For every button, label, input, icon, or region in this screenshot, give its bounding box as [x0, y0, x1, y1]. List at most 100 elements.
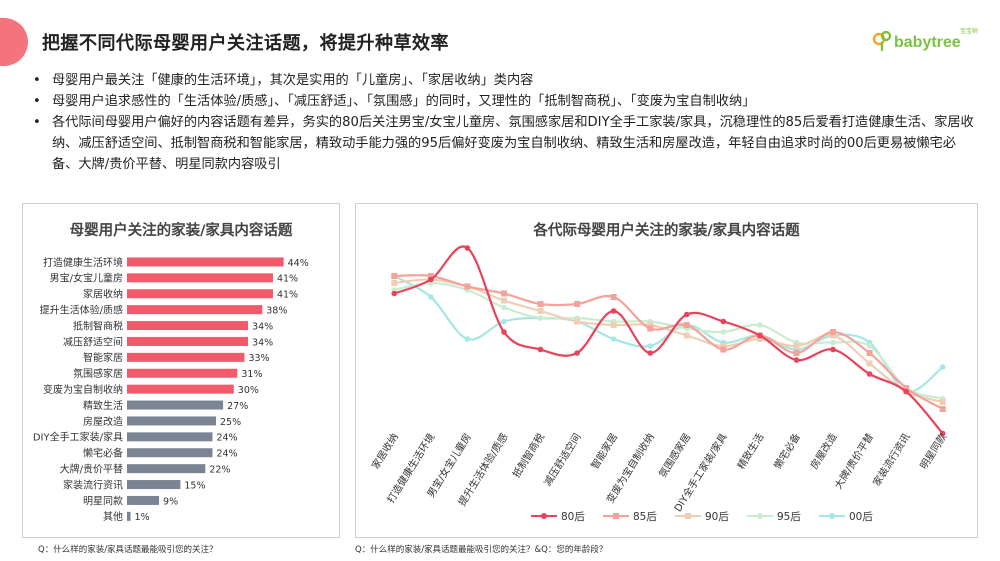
bar: [127, 432, 213, 442]
x-tick-label: 大牌/贵价平替: [832, 431, 877, 492]
legend-label: 95后: [777, 511, 801, 523]
x-tick-label: 家居收纳: [369, 431, 401, 472]
bar-chart: 打造健康生活环境 44% 男宝/女宝儿童房 41% 家居收纳 41% 提升生活体验/质感 38…: [33, 256, 309, 523]
bar-category-label: 智能家居: [83, 351, 123, 364]
babytree-logo: babytree 宝宝树: [870, 24, 985, 58]
footnote-right: Q：什么样的家装/家具话题最能吸引您的关注？&Q：您的年龄段？: [355, 545, 608, 555]
series-line: [393, 245, 944, 435]
bar-value-label: 27%: [227, 401, 248, 412]
series-point: [610, 294, 617, 300]
series-point: [939, 399, 946, 405]
series-point: [793, 350, 800, 356]
series-point: [793, 343, 800, 349]
bar-category-label: 大牌/贵价平替: [60, 462, 123, 475]
series-point: [537, 308, 544, 314]
series-point: [683, 332, 690, 339]
series-point: [683, 311, 690, 318]
series-point: [866, 371, 873, 377]
bar-value-label: 33%: [248, 353, 269, 364]
series-point: [830, 332, 837, 339]
line-chart-panel: 各代际母婴用户关注的家装/家具内容话题 家居收纳 打造健康生活环境 男宝/女宝儿童房…: [355, 203, 978, 538]
bar-category-label: DIY全手工家装/家具: [33, 431, 123, 444]
series-point: [939, 430, 946, 437]
bullet-text: 母婴用户最关注「健康的生活环境」，其次是实用的「儿童房」、「家居收纳」类内容: [52, 73, 534, 88]
bar-category-label: 房屋改造: [83, 415, 123, 428]
series-point: [500, 297, 507, 304]
bar-chart-title: 母婴用户关注的家装/家具内容话题: [69, 223, 293, 239]
bullet-item: • 母婴用户追求感性的「生活体验/质感」、「减压舒适」、「氛围感」的同时，又理性的…: [33, 94, 756, 109]
legend-swatch-marker: [757, 513, 763, 519]
legend-swatch-marker: [541, 513, 547, 519]
bar: [127, 321, 249, 331]
series-point: [683, 322, 690, 328]
summary-bullets: • 母婴用户最关注「健康的生活环境」，其次是实用的「儿童房」、「家居收纳」类内容 …: [30, 70, 975, 175]
series-point: [537, 315, 544, 321]
bar-value-label: 1%: [135, 512, 150, 523]
bar-category-label: 精致生活: [83, 399, 123, 412]
series-point: [720, 346, 727, 353]
series-point: [391, 280, 398, 286]
bar-value-label: 24%: [216, 449, 237, 460]
x-tick-label: 明星同款: [917, 431, 949, 472]
series-point: [464, 245, 471, 251]
bar: [127, 384, 234, 394]
legend-label: 90后: [705, 511, 729, 523]
series-point: [537, 346, 544, 353]
bar-value-label: 34%: [252, 337, 273, 348]
bar-category-label: 抵制智商税: [73, 319, 123, 332]
legend-label: 85后: [633, 511, 657, 523]
series-point: [391, 290, 398, 297]
series-point: [903, 388, 909, 395]
logo-badge: 宝宝树: [960, 27, 978, 35]
series-point: [647, 325, 654, 332]
series-line: [394, 281, 944, 400]
bar: [127, 448, 213, 458]
series-point: [500, 290, 507, 297]
series-point: [866, 343, 873, 349]
bar-category-label: 家装流行资讯: [63, 478, 123, 491]
series-point: [720, 318, 727, 325]
bullet-text: 母婴用户追求感性的「生活体验/质感」、「减压舒适」、「氛围感」的同时，又理性的「…: [52, 94, 756, 109]
series-point: [757, 322, 763, 328]
series-point: [574, 350, 580, 356]
bar-value-label: 41%: [277, 274, 298, 285]
series-point: [428, 294, 434, 300]
x-tick-label: 智能家居: [588, 431, 620, 472]
bar-value-label: 22%: [209, 464, 230, 475]
bar-value-label: 41%: [277, 290, 298, 301]
series-point: [391, 273, 398, 279]
bar-value-label: 34%: [252, 321, 273, 332]
series-point: [574, 301, 581, 307]
bar-value-label: 31%: [241, 369, 262, 380]
bar: [127, 289, 273, 299]
bar: [127, 336, 249, 346]
bullet-text: 各代际间母婴用户偏好的内容话题有差异，务实的80后关注男宝/女宝儿童房、氛围感家…: [52, 115, 974, 172]
series-point: [866, 350, 873, 356]
x-tick-label: 房屋改造: [807, 431, 839, 472]
series-point: [610, 322, 617, 328]
x-tick-label: 精致生活: [734, 431, 766, 472]
series-point: [903, 385, 910, 391]
series-point: [501, 304, 507, 311]
series-point: [720, 329, 727, 335]
series-point: [939, 406, 946, 412]
bar: [127, 257, 284, 267]
series-point: [647, 350, 654, 356]
series-point: [830, 346, 836, 353]
series-point: [574, 318, 581, 325]
series-point: [939, 364, 946, 370]
bar: [127, 464, 206, 474]
bar-category-label: 明星同款: [83, 494, 123, 507]
series-point: [610, 336, 617, 342]
legend-swatch-marker: [829, 513, 835, 519]
series-point: [756, 336, 763, 342]
bullet-item: • 母婴用户最关注「健康的生活环境」，其次是实用的「儿童房」、「家居收纳」类内容: [33, 73, 534, 88]
bar: [127, 273, 273, 283]
x-tick-label: 抵制智商税: [510, 431, 548, 480]
bar-category-label: 其他: [103, 510, 123, 523]
bar-value-label: 44%: [288, 258, 309, 269]
bar-chart-panel: 母婴用户关注的家装/家具内容话题 打造健康生活环境 44% 男宝/女宝儿童房 41% 家…: [22, 203, 340, 538]
series-point: [427, 273, 434, 279]
bar: [127, 400, 224, 410]
